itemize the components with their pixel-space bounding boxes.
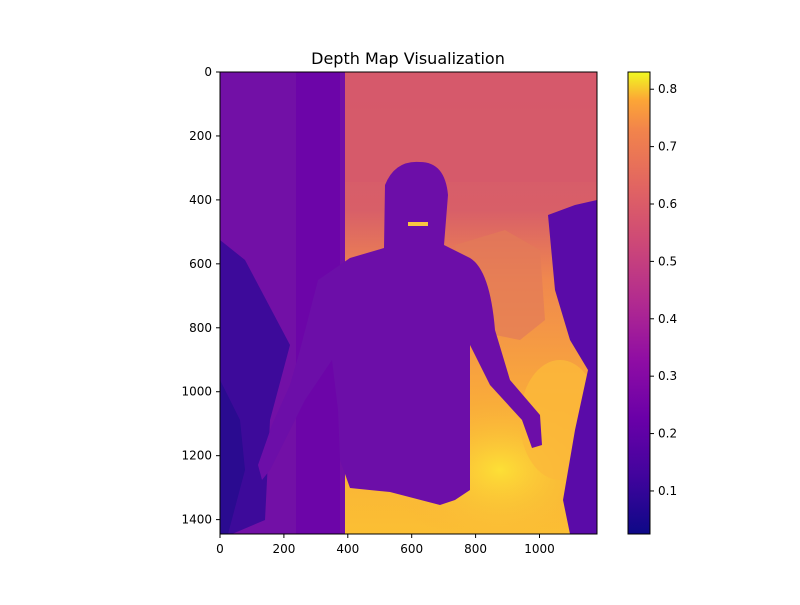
chart-title: Depth Map Visualization [311, 49, 505, 68]
y-tick-label: 600 [189, 257, 212, 271]
depth-region-top-right [340, 72, 597, 182]
x-tick-label: 200 [272, 542, 295, 556]
y-tick-label: 0 [204, 65, 212, 79]
y-axis: 0 200 400 600 800 1000 1200 1400 [181, 65, 220, 527]
depth-heatmap [220, 72, 597, 534]
depth-region-left-figure-lower [220, 380, 245, 534]
colorbar-tick-label: 0.1 [658, 484, 677, 498]
colorbar-tick-label: 0.7 [658, 140, 677, 154]
x-tick-label: 400 [336, 542, 359, 556]
colorbar-tick-label: 0.6 [658, 197, 677, 211]
colorbar-axis: 0.1 0.2 0.3 0.4 0.5 0.6 0.7 0.8 [650, 82, 677, 498]
x-tick-label: 0 [216, 542, 224, 556]
colorbar-tick-label: 0.8 [658, 82, 677, 96]
depth-region-center-person [258, 161, 542, 505]
y-tick-label: 800 [189, 321, 212, 335]
colorbar-tick-label: 0.4 [658, 312, 677, 326]
colorbar-tick-label: 0.3 [658, 369, 677, 383]
x-tick-label: 1000 [524, 542, 555, 556]
colorbar-tick-label: 0.2 [658, 427, 677, 441]
colorbar [627, 71, 651, 535]
colorbar-tick-label: 0.5 [658, 254, 677, 268]
plot-frame [219, 71, 598, 535]
depth-region-mouth [408, 222, 428, 226]
y-tick-label: 200 [189, 129, 212, 143]
y-tick-label: 1200 [181, 449, 212, 463]
y-tick-label: 1400 [181, 513, 212, 527]
y-tick-label: 400 [189, 193, 212, 207]
depth-region-right-edge-figure [548, 200, 597, 534]
y-tick-label: 1000 [181, 385, 212, 399]
x-axis: 0 200 400 600 800 1000 [216, 534, 555, 556]
x-tick-label: 800 [464, 542, 487, 556]
x-tick-label: 600 [400, 542, 423, 556]
